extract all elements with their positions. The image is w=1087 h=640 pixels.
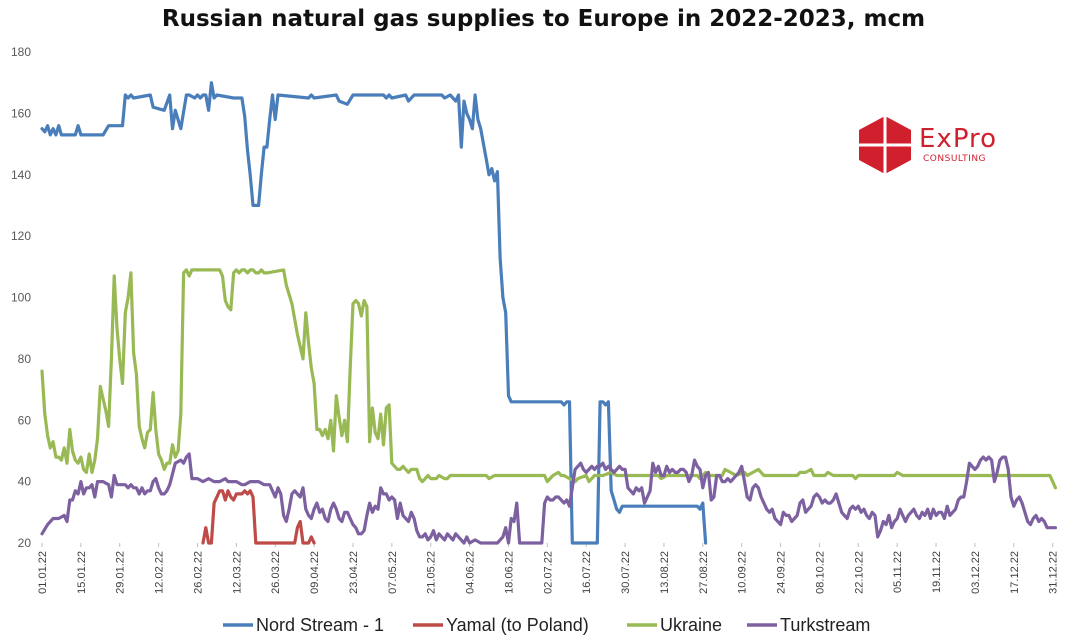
x-tick-label: 27.08.22 [698, 551, 710, 594]
x-tick-label: 21.05.22 [426, 551, 438, 594]
y-tick-label: 40 [18, 475, 32, 489]
legend-label-1: Yamal (to Poland) [446, 615, 589, 635]
x-tick-label: 05.11.22 [892, 551, 904, 593]
x-tick-label: 19.11.22 [931, 551, 943, 593]
x-tick-label: 24.09.22 [776, 551, 788, 594]
x-tick-label: 22.10.22 [853, 551, 865, 594]
x-tick-label: 30.07.22 [620, 551, 632, 594]
logo-mark-icon [859, 116, 911, 174]
y-tick-label: 140 [11, 168, 31, 182]
x-tick-label: 04.06.22 [465, 551, 477, 594]
x-tick-label: 31.12.22 [1048, 551, 1060, 594]
x-tick-label: 10.09.22 [737, 551, 749, 594]
x-tick-label: 29.01.22 [115, 551, 127, 594]
expro-logo: ExPro CONSULTING [855, 114, 1025, 178]
legend-label-2: Ukraine [660, 615, 722, 635]
x-tick-label: 07.05.22 [387, 551, 399, 594]
x-tick-label: 18.06.22 [503, 551, 515, 594]
chart-title: Russian natural gas supplies to Europe i… [161, 6, 926, 32]
x-tick-label: 12.02.22 [154, 551, 166, 594]
x-tick-label: 12.03.22 [231, 551, 243, 594]
y-tick-label: 180 [11, 45, 31, 59]
x-tick-label: 03.12.22 [970, 551, 982, 594]
x-tick-label: 26.02.22 [192, 551, 204, 594]
x-tick-label: 02.07.22 [542, 551, 554, 594]
y-tick-label: 20 [18, 536, 32, 550]
legend-label-0: Nord Stream - 1 [256, 615, 384, 635]
y-tick-label: 120 [11, 229, 31, 243]
legend-label-3: Turkstream [780, 615, 870, 635]
x-tick-label: 01.01.22 [37, 551, 49, 594]
x-tick-label: 23.04.22 [348, 551, 360, 594]
x-tick-label: 26.03.22 [270, 551, 282, 594]
series-line-3 [40, 452, 1057, 545]
x-tick-label: 09.04.22 [309, 551, 321, 594]
y-tick-label: 80 [18, 352, 32, 366]
logo-subtitle: CONSULTING [923, 154, 987, 164]
series-line-1 [201, 489, 316, 545]
y-tick-label: 60 [18, 413, 32, 427]
y-axis: 20 40 60 80 100 120 140 160 180 [11, 45, 31, 550]
series-line-0 [40, 81, 708, 545]
y-tick-label: 100 [11, 291, 31, 305]
y-tick-label: 160 [11, 106, 31, 120]
x-tick-label: 17.12.22 [1009, 551, 1021, 594]
x-tick-label: 16.07.22 [581, 551, 593, 594]
x-tick-label: 08.10.22 [814, 551, 826, 594]
x-tick-label: 15.01.22 [76, 551, 88, 594]
x-axis: 01.01.22 15.01.22 29.01.22 12.02.22 26.02.22… [37, 543, 1060, 594]
series-lines [40, 81, 1057, 545]
legend: Nord Stream - 1 Yamal (to Poland) Ukraine T… [223, 615, 870, 635]
x-tick-label: 13.08.22 [659, 551, 671, 594]
series-line-2 [40, 268, 1057, 490]
logo-word: ExPro [919, 124, 998, 154]
